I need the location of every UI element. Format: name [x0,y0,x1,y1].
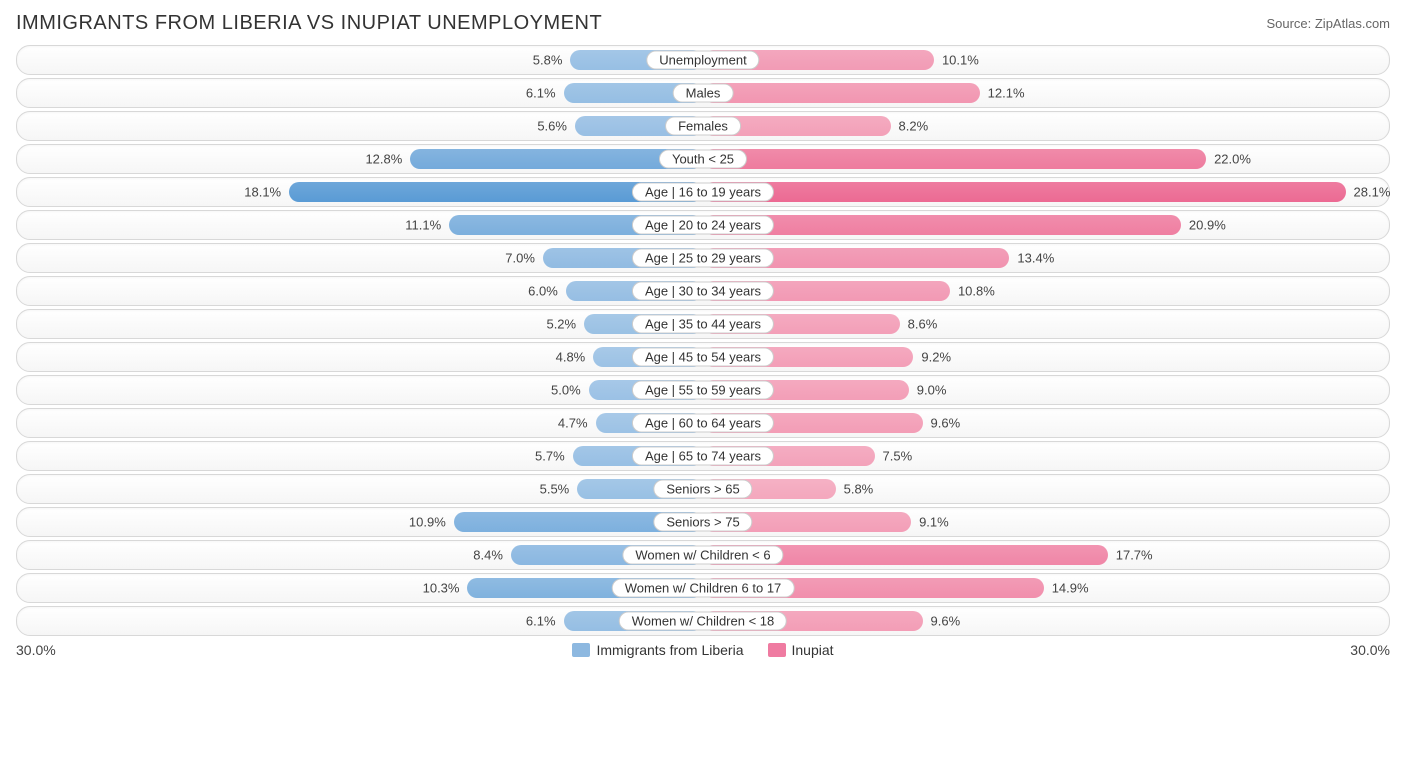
legend-label-left: Immigrants from Liberia [596,642,743,658]
chart-row: 5.0% 9.0% Age | 55 to 59 years [16,375,1390,405]
value-left: 10.3% [423,581,460,596]
value-right: 17.7% [1116,548,1153,563]
value-right: 20.9% [1189,218,1226,233]
category-label: Age | 30 to 34 years [632,282,774,301]
category-label: Males [673,84,734,103]
value-right: 9.6% [931,614,961,629]
category-label: Women w/ Children < 18 [619,612,787,631]
chart-row: 5.6% 8.2% Females [16,111,1390,141]
chart-row: 10.9% 9.1% Seniors > 75 [16,507,1390,537]
value-right: 13.4% [1017,251,1054,266]
category-label: Age | 16 to 19 years [632,183,774,202]
value-left: 5.7% [535,449,565,464]
value-right: 9.1% [919,515,949,530]
axis-max-right: 30.0% [1350,642,1390,658]
chart-header: IMMIGRANTS FROM LIBERIA VS INUPIAT UNEMP… [16,12,1390,35]
value-left: 18.1% [244,185,281,200]
legend-item-left: Immigrants from Liberia [572,642,743,658]
category-label: Seniors > 65 [653,480,752,499]
value-right: 14.9% [1052,581,1089,596]
legend: Immigrants from Liberia Inupiat [572,642,833,658]
category-label: Age | 65 to 74 years [632,447,774,466]
chart-row: 5.8% 10.1% Unemployment [16,45,1390,75]
chart-row: 18.1% 28.1% Age | 16 to 19 years [16,177,1390,207]
chart-title: IMMIGRANTS FROM LIBERIA VS INUPIAT UNEMP… [16,12,602,35]
bar-right [703,182,1346,202]
value-right: 5.8% [844,482,874,497]
chart-row: 5.2% 8.6% Age | 35 to 44 years [16,309,1390,339]
value-left: 6.0% [528,284,558,299]
bar-right [703,215,1181,235]
category-label: Age | 45 to 54 years [632,348,774,367]
chart-row: 6.1% 9.6% Women w/ Children < 18 [16,606,1390,636]
value-right: 10.8% [958,284,995,299]
value-left: 6.1% [526,614,556,629]
legend-swatch-right [768,643,786,657]
legend-item-right: Inupiat [768,642,834,658]
category-label: Age | 60 to 64 years [632,414,774,433]
legend-swatch-left [572,643,590,657]
legend-label-right: Inupiat [792,642,834,658]
value-right: 10.1% [942,53,979,68]
chart-row: 5.7% 7.5% Age | 65 to 74 years [16,441,1390,471]
value-left: 10.9% [409,515,446,530]
value-right: 8.6% [908,317,938,332]
category-label: Age | 20 to 24 years [632,216,774,235]
chart-row: 12.8% 22.0% Youth < 25 [16,144,1390,174]
chart-row: 8.4% 17.7% Women w/ Children < 6 [16,540,1390,570]
value-left: 4.7% [558,416,588,431]
value-left: 6.1% [526,86,556,101]
category-label: Age | 25 to 29 years [632,249,774,268]
bar-right [703,83,980,103]
chart-row: 4.7% 9.6% Age | 60 to 64 years [16,408,1390,438]
value-left: 5.8% [533,53,563,68]
value-left: 7.0% [505,251,535,266]
value-right: 9.0% [917,383,947,398]
value-right: 8.2% [899,119,929,134]
chart-row: 4.8% 9.2% Age | 45 to 54 years [16,342,1390,372]
category-label: Youth < 25 [659,150,747,169]
bar-right [703,149,1206,169]
value-left: 5.2% [546,317,576,332]
value-left: 5.0% [551,383,581,398]
value-right: 9.6% [931,416,961,431]
value-right: 12.1% [988,86,1025,101]
chart-footer: 30.0% Immigrants from Liberia Inupiat 30… [16,642,1390,658]
chart-row: 7.0% 13.4% Age | 25 to 29 years [16,243,1390,273]
category-label: Age | 55 to 59 years [632,381,774,400]
chart-row: 5.5% 5.8% Seniors > 65 [16,474,1390,504]
chart-source: Source: ZipAtlas.com [1266,16,1390,31]
category-label: Age | 35 to 44 years [632,315,774,334]
chart-row: 6.0% 10.8% Age | 30 to 34 years [16,276,1390,306]
category-label: Women w/ Children 6 to 17 [612,579,795,598]
value-right: 9.2% [921,350,951,365]
value-left: 12.8% [365,152,402,167]
value-left: 4.8% [556,350,586,365]
value-left: 8.4% [473,548,503,563]
value-left: 5.5% [540,482,570,497]
category-label: Females [665,117,741,136]
axis-max-left: 30.0% [16,642,56,658]
value-right: 7.5% [883,449,913,464]
value-left: 5.6% [537,119,567,134]
chart-row: 11.1% 20.9% Age | 20 to 24 years [16,210,1390,240]
chart-row: 10.3% 14.9% Women w/ Children 6 to 17 [16,573,1390,603]
category-label: Seniors > 75 [653,513,752,532]
category-label: Unemployment [646,51,759,70]
value-right: 28.1% [1354,185,1391,200]
category-label: Women w/ Children < 6 [622,546,783,565]
chart-row: 6.1% 12.1% Males [16,78,1390,108]
value-left: 11.1% [405,218,441,233]
value-right: 22.0% [1214,152,1251,167]
diverging-bar-chart: 5.8% 10.1% Unemployment 6.1% 12.1% Males 5.6% 8… [16,45,1390,636]
